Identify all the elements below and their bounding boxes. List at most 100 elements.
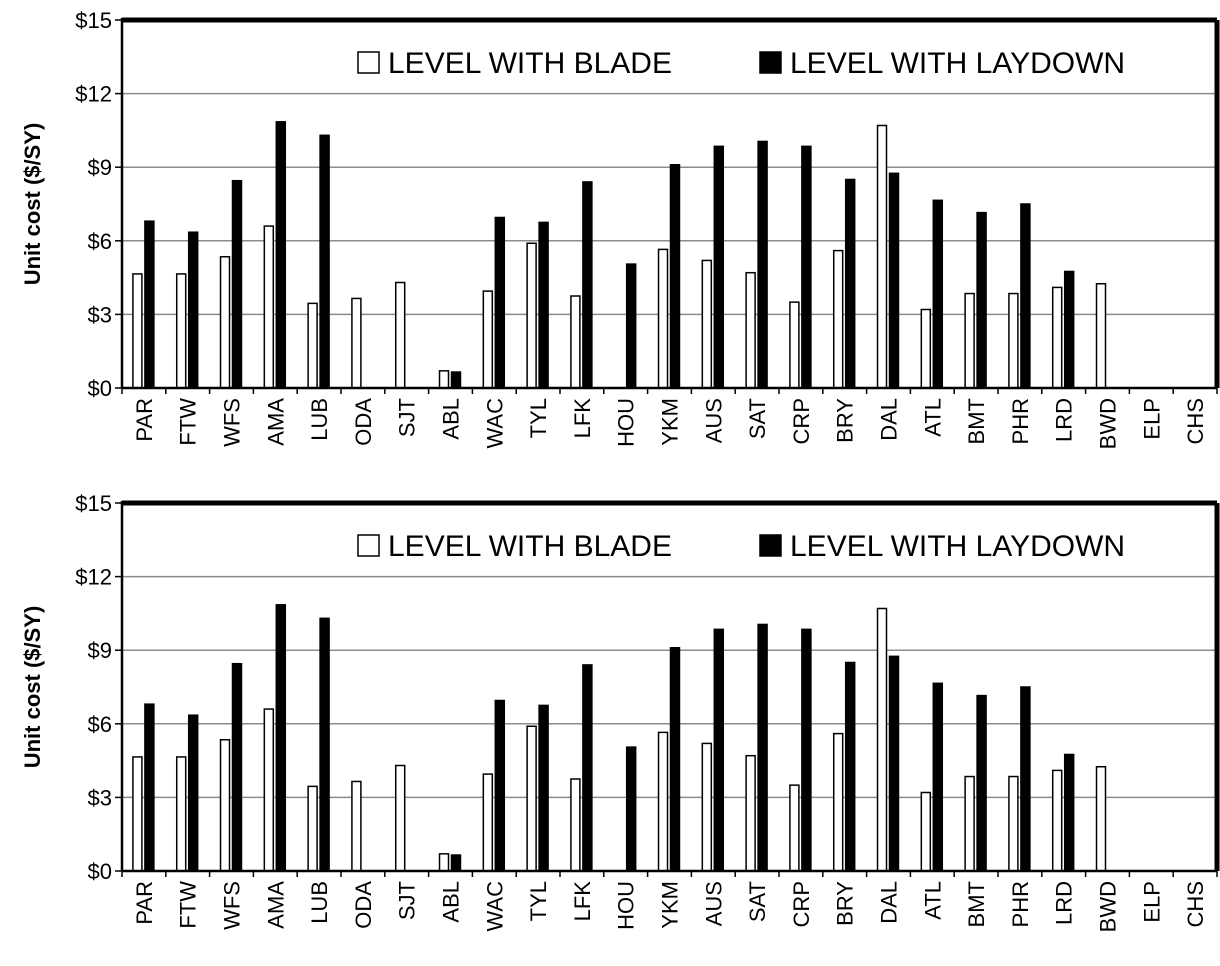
y-tick-label: $9	[88, 638, 112, 663]
bar-level-with-blade	[483, 774, 492, 871]
bar-level-with-blade	[396, 766, 405, 871]
x-tick-label: ATL	[920, 881, 945, 920]
x-tick-label: BWD	[1096, 881, 1121, 932]
x-tick-label: AUS	[701, 398, 726, 443]
x-tick-label: LRD	[1052, 398, 1077, 442]
x-tick-label: TYL	[526, 398, 551, 438]
bar-level-with-laydown	[583, 665, 592, 871]
bar-level-with-laydown	[977, 696, 986, 871]
bar-level-with-laydown	[539, 705, 548, 871]
x-tick-label: BMT	[964, 398, 989, 444]
x-tick-label: LUB	[307, 881, 332, 924]
x-tick-label: LRD	[1052, 881, 1077, 925]
bar-level-with-blade	[133, 274, 142, 388]
x-tick-label: WAC	[482, 398, 507, 449]
x-tick-label: HOU	[614, 398, 639, 447]
x-tick-label: AMA	[263, 881, 288, 929]
x-tick-label: ABL	[439, 398, 464, 440]
x-tick-label: PHR	[1008, 398, 1033, 444]
legend-label-laydown: LEVEL WITH LAYDOWN	[790, 47, 1125, 80]
bar-level-with-laydown	[758, 624, 767, 871]
x-tick-label: WFS	[220, 881, 245, 930]
bar-level-with-blade	[659, 249, 668, 388]
legend-swatch-blade	[358, 535, 379, 556]
x-tick-label: CHS	[1183, 398, 1208, 444]
bar-level-with-laydown	[627, 264, 636, 388]
bar-level-with-blade	[221, 257, 230, 388]
bar-level-with-laydown	[933, 200, 942, 388]
bar-level-with-laydown	[276, 605, 285, 871]
x-tick-label: DAL	[877, 881, 902, 924]
bar-level-with-laydown	[539, 222, 548, 388]
x-tick-label: ELP	[1139, 881, 1164, 923]
x-tick-label: CHS	[1183, 881, 1208, 927]
x-tick-label: SJT	[395, 398, 420, 437]
bar-level-with-blade	[177, 274, 186, 388]
bar-level-with-blade	[483, 291, 492, 388]
bar-level-with-blade	[1009, 777, 1018, 871]
x-tick-label: AUS	[701, 881, 726, 926]
x-tick-label: FTW	[176, 881, 201, 929]
x-tick-label: LFK	[570, 398, 595, 439]
legend-label-blade: LEVEL WITH BLADE	[388, 47, 672, 80]
bar-level-with-blade	[133, 757, 142, 871]
bar-level-with-blade	[352, 298, 361, 388]
y-tick-label: $6	[88, 229, 112, 254]
y-tick-label: $3	[88, 302, 112, 327]
bar-level-with-blade	[221, 740, 230, 871]
x-tick-label: PAR	[132, 398, 157, 442]
bar-level-with-laydown	[890, 173, 899, 388]
bar-level-with-blade	[834, 734, 843, 871]
bar-level-with-blade	[440, 371, 449, 388]
bar-level-with-laydown	[320, 135, 329, 388]
bar-level-with-blade	[1097, 284, 1106, 388]
bar-level-with-blade	[571, 296, 580, 388]
bar-level-with-blade	[790, 785, 799, 871]
bar-level-with-blade	[1009, 294, 1018, 388]
x-tick-label: SAT	[745, 881, 770, 922]
bar-level-with-blade	[264, 709, 273, 871]
chart-top: $0 $3 $6 $9 $12 $15 PAR FTW WFS AMA LUB ODA SJT ABL WA…	[0, 0, 1220, 483]
bar-level-with-blade	[921, 792, 930, 871]
bar-level-with-blade	[746, 273, 755, 388]
x-tick-label: SAT	[745, 398, 770, 439]
bar-level-with-laydown	[977, 213, 986, 388]
bar-level-with-blade	[702, 260, 711, 388]
y-tick-label: $15	[75, 8, 112, 33]
bar-level-with-blade	[965, 777, 974, 871]
bar-level-with-laydown	[495, 217, 504, 388]
bar-level-with-blade	[702, 743, 711, 871]
bar-level-with-blade	[659, 732, 668, 871]
bar-level-with-laydown	[320, 618, 329, 871]
y-tick-label: $0	[88, 376, 112, 401]
bar-level-with-blade	[921, 309, 930, 388]
legend-label-laydown: LEVEL WITH LAYDOWN	[790, 530, 1125, 563]
y-tick-label: $6	[88, 712, 112, 737]
legend-swatch-blade	[358, 52, 379, 73]
x-tick-label: PAR	[132, 881, 157, 925]
bar-level-with-laydown	[802, 629, 811, 871]
bar-level-with-laydown	[890, 656, 899, 871]
x-tick-label: PHR	[1008, 881, 1033, 927]
bar-level-with-blade	[1053, 770, 1062, 871]
bar-level-with-laydown	[714, 629, 723, 871]
bar-level-with-laydown	[802, 146, 811, 388]
bar-level-with-blade	[1097, 767, 1106, 871]
y-tick-label: $9	[88, 155, 112, 180]
bar-level-with-laydown	[1021, 687, 1030, 871]
bar-level-with-laydown	[1065, 271, 1074, 388]
x-tick-label: CRP	[789, 398, 814, 444]
bar-level-with-laydown	[714, 146, 723, 388]
bar-level-with-blade	[527, 726, 536, 871]
bar-level-with-laydown	[933, 683, 942, 871]
bar-level-with-blade	[965, 294, 974, 388]
legend-label-blade: LEVEL WITH BLADE	[388, 530, 672, 563]
bar-level-with-laydown	[1065, 754, 1074, 871]
chart-bottom: $0 $3 $6 $9 $12 $15 PAR FTW WFS AMA LUB ODA SJT ABL WA…	[0, 483, 1220, 966]
legend-swatch-laydown	[760, 52, 781, 73]
y-axis-label: Unit cost ($/SY)	[20, 123, 45, 286]
x-tick-label: YKM	[658, 881, 683, 929]
bar-level-with-laydown	[583, 182, 592, 388]
bar-level-with-laydown	[495, 700, 504, 871]
bar-level-with-blade	[264, 226, 273, 388]
